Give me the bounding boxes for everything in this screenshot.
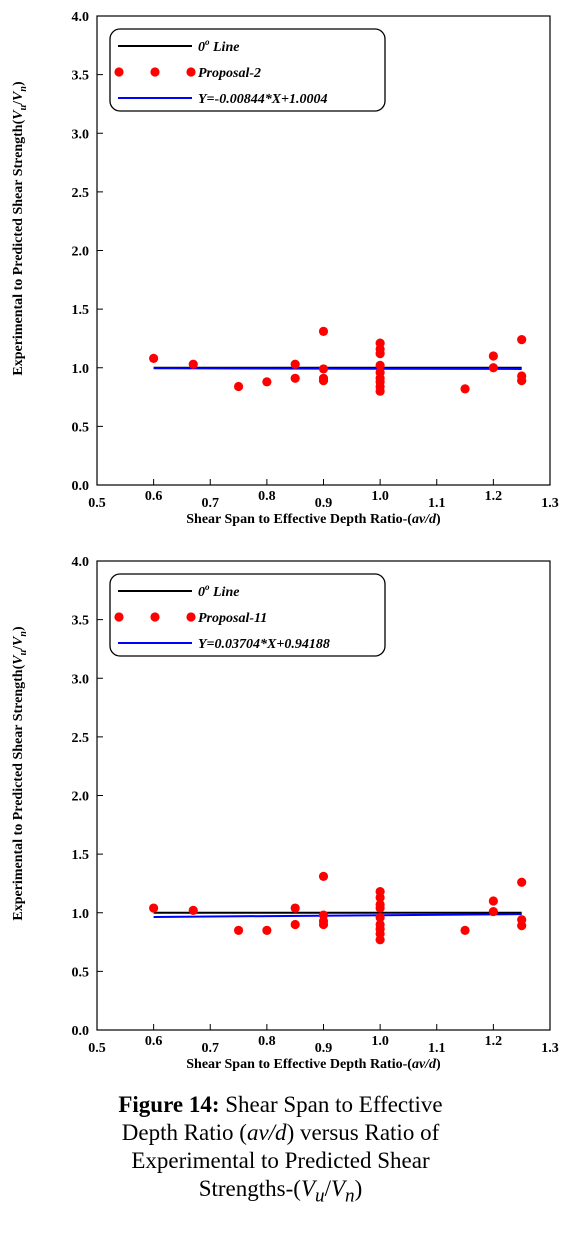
y-tick-label: 0.5 bbox=[72, 965, 90, 980]
data-point bbox=[375, 338, 385, 348]
chart-top: 0.0 0.5 1.0 1.5 2.0 2.5 3.0 3.5 4.0 0.5 0.6 0.7 0.8 0… bbox=[11, 10, 559, 527]
x-tick-label: 1.2 bbox=[485, 489, 503, 504]
x-tick-label: 1.3 bbox=[541, 1041, 559, 1056]
legend-point-swatch bbox=[186, 612, 196, 622]
y-tick-label: 2.0 bbox=[72, 245, 90, 260]
legend-box bbox=[109, 28, 386, 112]
data-point bbox=[488, 906, 498, 917]
data-point bbox=[517, 915, 527, 925]
fit-line bbox=[153, 913, 522, 918]
data-point bbox=[262, 377, 272, 387]
data-point bbox=[517, 877, 527, 887]
x-axis-title: Shear Span to Effective Depth Ratio-(av/… bbox=[186, 512, 441, 527]
data-point bbox=[375, 919, 385, 930]
x-tick-label: 1.1 bbox=[428, 1041, 446, 1056]
x-tick-label: 0.7 bbox=[202, 496, 220, 511]
y-axis-title: Experimental to Predicted Shear Strength… bbox=[11, 626, 29, 921]
x-tick-label: 0.9 bbox=[315, 1041, 333, 1056]
y-tick-label: 3.5 bbox=[72, 614, 90, 629]
legend-point-swatch bbox=[150, 67, 160, 77]
data-point bbox=[375, 899, 385, 910]
fit-line bbox=[153, 367, 522, 370]
data-point bbox=[318, 871, 329, 882]
chart-bottom: 0.0 0.5 1.0 1.5 2.0 2.5 3.0 3.5 4.0 0.5 0.6 0.7 0.8 0… bbox=[11, 555, 559, 1072]
legend-point-swatch bbox=[186, 67, 196, 77]
data-point bbox=[488, 351, 498, 361]
y-axis-title: Experimental to Predicted Shear Strength… bbox=[11, 81, 29, 376]
data-point bbox=[375, 360, 385, 371]
data-point bbox=[318, 364, 329, 374]
legend-label: Y=-0.00844*X+1.0004 bbox=[198, 92, 328, 107]
caption-figure-label: Figure 14: bbox=[118, 1092, 220, 1117]
x-tick-label: 0.9 bbox=[315, 496, 333, 511]
x-tick-label: 0.6 bbox=[145, 489, 163, 504]
data-point bbox=[517, 371, 527, 381]
x-tick-label: 0.8 bbox=[258, 1034, 276, 1049]
data-point bbox=[290, 373, 300, 383]
y-tick-label: 2.0 bbox=[72, 790, 90, 805]
y-tick-label: 3.5 bbox=[72, 69, 90, 84]
y-tick-label: 3.0 bbox=[72, 127, 90, 142]
y-tick-label: 1.5 bbox=[72, 848, 90, 863]
y-tick-label: 0.0 bbox=[72, 1024, 90, 1039]
legend-label: Proposal-2 bbox=[198, 66, 261, 81]
data-point bbox=[318, 373, 329, 383]
data-point bbox=[318, 326, 329, 337]
data-point bbox=[460, 925, 470, 935]
data-point bbox=[517, 335, 527, 345]
data-point bbox=[188, 359, 198, 369]
data-point bbox=[488, 363, 498, 373]
data-point bbox=[290, 919, 300, 930]
data-point bbox=[488, 896, 498, 906]
y-tick-label: 4.0 bbox=[72, 555, 90, 570]
data-point bbox=[233, 381, 244, 392]
data-point bbox=[149, 903, 159, 913]
y-tick-label: 0.0 bbox=[72, 479, 90, 494]
data-point bbox=[290, 903, 300, 913]
legend-label: Proposal-11 bbox=[198, 611, 267, 626]
data-point bbox=[233, 925, 244, 935]
legend-point-swatch bbox=[114, 612, 124, 622]
x-tick-label: 1.2 bbox=[485, 1034, 503, 1049]
data-point bbox=[375, 367, 385, 378]
legend-point-swatch bbox=[150, 612, 160, 622]
y-tick-label: 4.0 bbox=[72, 10, 90, 25]
x-tick-label: 0.5 bbox=[88, 1041, 106, 1056]
figure-caption: Figure 14: Shear Span to Effective Depth… bbox=[118, 1092, 443, 1207]
caption-text-1: Shear Span to Effective bbox=[219, 1092, 443, 1117]
x-axis-title: Shear Span to Effective Depth Ratio-(av/… bbox=[186, 1057, 441, 1072]
y-tick-label: 3.0 bbox=[72, 672, 90, 687]
data-point bbox=[149, 353, 159, 363]
y-tick-label: 1.0 bbox=[72, 907, 90, 922]
x-tick-label: 0.5 bbox=[88, 496, 106, 511]
x-tick-label: 1.0 bbox=[371, 489, 389, 504]
data-point bbox=[290, 359, 300, 369]
legend-label: Y=0.03704*X+0.94188 bbox=[198, 637, 330, 652]
y-tick-label: 2.5 bbox=[72, 186, 90, 201]
data-point bbox=[318, 910, 329, 920]
legend-label: 0o Line bbox=[198, 37, 239, 55]
x-tick-label: 0.6 bbox=[145, 1034, 163, 1049]
data-point bbox=[262, 925, 272, 935]
y-tick-label: 1.0 bbox=[72, 362, 90, 377]
x-tick-label: 1.0 bbox=[371, 1034, 389, 1049]
data-point bbox=[188, 905, 198, 916]
y-tick-label: 2.5 bbox=[72, 731, 90, 746]
legend-label: 0o Line bbox=[198, 582, 239, 600]
y-tick-label: 0.5 bbox=[72, 420, 90, 435]
legend-box bbox=[109, 573, 386, 657]
y-tick-label: 1.5 bbox=[72, 303, 90, 318]
x-tick-label: 0.7 bbox=[202, 1041, 220, 1056]
data-point bbox=[375, 887, 385, 897]
x-tick-label: 0.8 bbox=[258, 489, 276, 504]
data-point bbox=[375, 912, 385, 923]
data-point bbox=[460, 384, 470, 394]
x-tick-label: 1.3 bbox=[541, 496, 559, 511]
x-tick-label: 1.1 bbox=[428, 496, 446, 511]
legend-point-swatch bbox=[114, 67, 124, 77]
